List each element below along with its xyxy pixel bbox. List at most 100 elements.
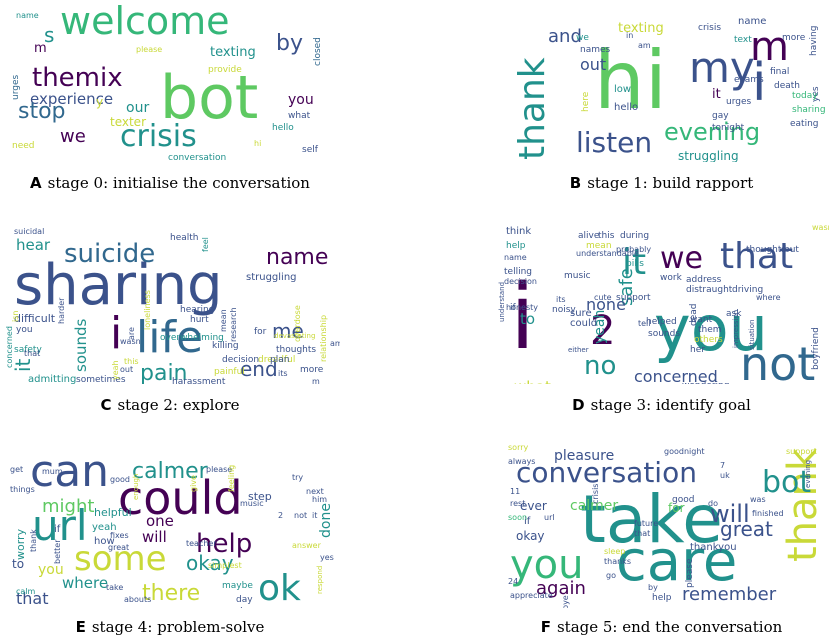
cloud-word: music xyxy=(564,271,591,281)
cloud-word: conversation xyxy=(168,153,226,162)
cloud-word: abouts xyxy=(124,595,151,604)
cloud-word: respond xyxy=(316,566,324,594)
cloud-word: none xyxy=(586,295,626,314)
cloud-word: sharing xyxy=(14,253,223,318)
cloud-word: no xyxy=(584,351,616,381)
cloud-word: pills xyxy=(626,259,644,269)
cloud-word: yes xyxy=(811,86,821,102)
cloud-word: dreadful xyxy=(258,355,295,365)
panel-a: welcome bot crisis themix experience stop by we… xyxy=(0,0,340,200)
cloud-word: either xyxy=(568,346,589,354)
cloud-word: 11 xyxy=(510,487,520,496)
cloud-word: them xyxy=(698,325,722,335)
cloud-word: self xyxy=(302,145,319,155)
cloud-word: that xyxy=(16,589,49,608)
cloud-word: and xyxy=(548,26,582,47)
cloud-word: for xyxy=(254,327,267,337)
cloud-word: think xyxy=(506,226,531,237)
cloud-word: others xyxy=(694,335,723,345)
cloud-word: probably xyxy=(616,245,651,254)
cloud-word: driving xyxy=(732,285,763,295)
cloud-word: that xyxy=(24,349,40,358)
cloud-word: him xyxy=(312,495,327,504)
cloud-word: feeling xyxy=(227,465,236,492)
cloud-word: text xyxy=(734,35,752,45)
cloud-word: by xyxy=(276,31,303,56)
cloud-word: how xyxy=(94,536,115,547)
cloud-word: sometimes xyxy=(76,375,126,384)
cloud-word: i xyxy=(510,265,535,370)
cloud-word: pain xyxy=(140,361,188,384)
cloud-word: impression xyxy=(732,310,740,348)
cloud-word: more xyxy=(782,33,806,43)
cloud-word: life xyxy=(136,312,203,363)
cloud-word: if xyxy=(54,524,61,535)
cloud-word: s xyxy=(44,23,54,47)
cloud-word: calmer xyxy=(132,459,209,484)
cloud-word: end xyxy=(240,357,278,381)
cloud-word: overdose xyxy=(293,305,302,342)
cloud-word: will xyxy=(142,528,167,546)
cloud-word: we xyxy=(60,126,86,147)
cloud-word: thank xyxy=(29,529,38,552)
cloud-word: that xyxy=(720,236,793,277)
cloud-word: dead xyxy=(689,304,699,326)
cloud-word: boyfriend xyxy=(811,327,821,370)
cloud-word: please xyxy=(685,558,695,588)
cloud-word: ever xyxy=(520,499,547,513)
cloud-word: 7 xyxy=(720,461,725,470)
cloud-word: sharing xyxy=(792,105,826,115)
cloud-word: help xyxy=(652,593,672,603)
cloud-word: urges xyxy=(726,97,751,107)
cloud-word: done xyxy=(318,503,334,538)
cloud-word: in xyxy=(626,31,633,40)
caption-text: stage 5: end the conversation xyxy=(556,618,783,636)
cloud-word: mum xyxy=(42,467,63,476)
cloud-word: difficult xyxy=(14,312,56,325)
cloud-word: thoughts xyxy=(746,245,786,255)
cloud-word: we xyxy=(660,241,703,276)
cloud-word: today xyxy=(792,91,818,101)
panel-letter: E xyxy=(75,618,86,636)
cloud-word: its xyxy=(278,369,288,378)
cloud-word: finished xyxy=(752,509,784,518)
cloud-word: sure xyxy=(570,308,592,319)
cloud-word: maybe xyxy=(222,581,253,591)
cloud-word: thank xyxy=(780,447,826,562)
cloud-word: need xyxy=(12,141,35,151)
cloud-word: honesty xyxy=(506,303,538,312)
cloud-word: stop xyxy=(18,99,66,124)
cloud-word: more xyxy=(300,365,324,375)
cloud-word: bot xyxy=(160,63,258,133)
cloud-word: please xyxy=(136,45,162,54)
cloud-word: thankyou xyxy=(690,542,737,553)
cloud-word: get xyxy=(10,465,23,474)
cloud-word: isn xyxy=(11,311,20,322)
cloud-word: names xyxy=(580,45,611,55)
cloud-word: better xyxy=(53,539,62,564)
cloud-word: distraught xyxy=(686,285,733,295)
cloud-word: you xyxy=(38,562,64,578)
cloud-word: loneliness xyxy=(143,290,152,330)
panel-e: could can url some ok help calmer there okay migh… xyxy=(0,432,340,642)
cloud-word: okay xyxy=(186,551,234,575)
cloud-word: go xyxy=(606,571,616,580)
cloud-word: telling xyxy=(504,267,532,277)
cloud-word: ok xyxy=(258,568,301,608)
cloud-word: not xyxy=(740,337,815,384)
cloud-word: if xyxy=(510,303,517,313)
panel-letter: B xyxy=(569,174,582,192)
cloud-word: i xyxy=(752,53,766,113)
cloud-word: situation xyxy=(748,320,756,350)
cloud-word: tell xyxy=(638,319,651,328)
caption-text: stage 3: identify goal xyxy=(590,396,751,414)
cloud-word: to xyxy=(12,557,24,571)
panel-f: take care you thank conversation bot will great… xyxy=(494,432,829,642)
cloud-word: wasn xyxy=(812,223,829,232)
